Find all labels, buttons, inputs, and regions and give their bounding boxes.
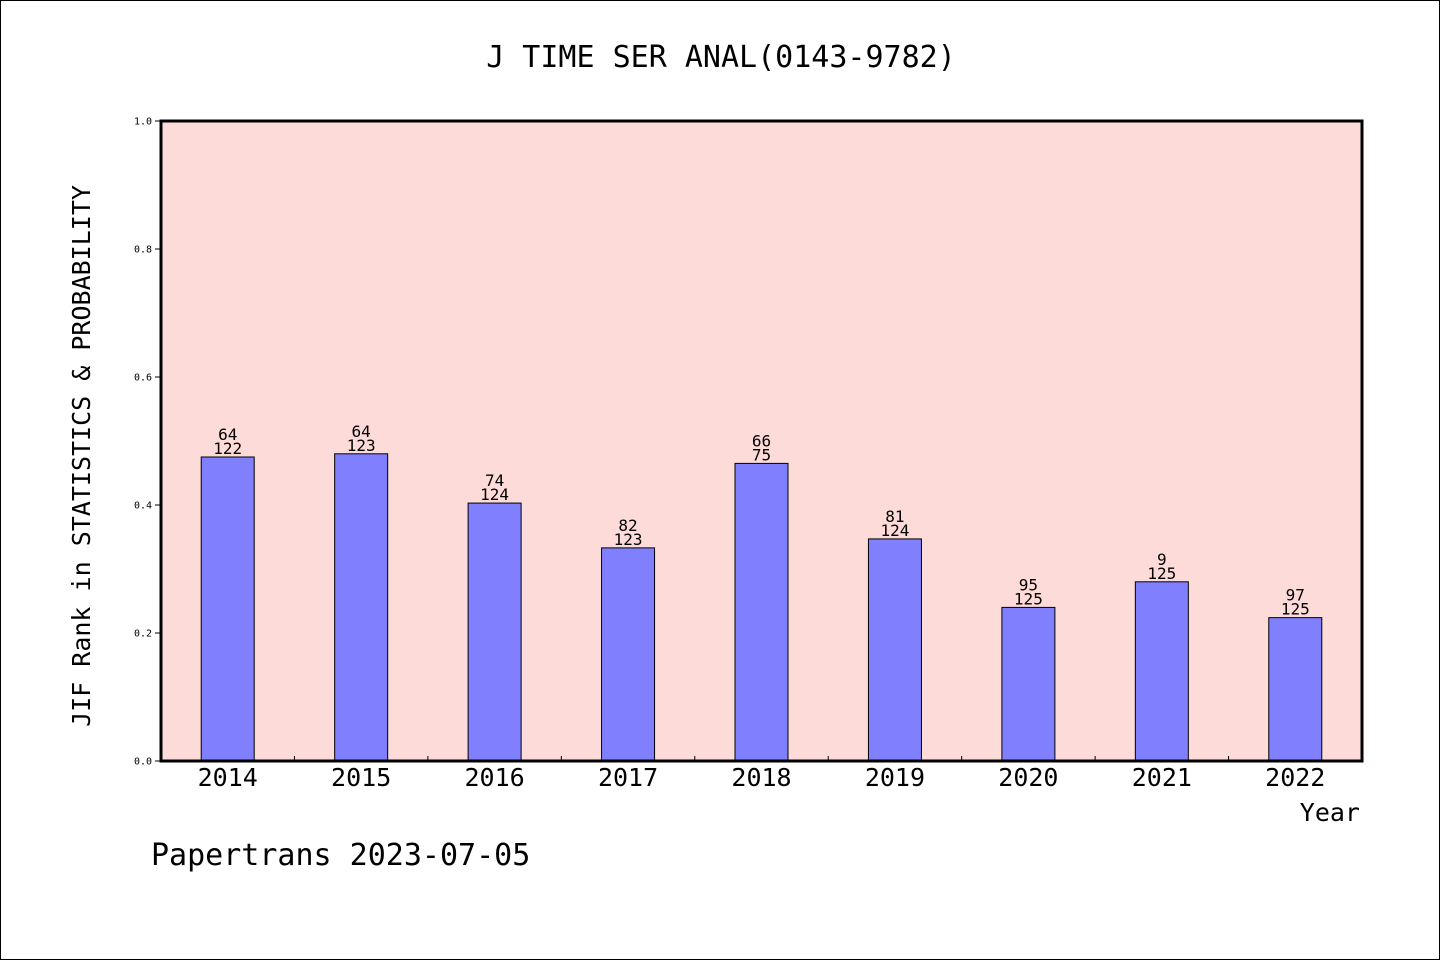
bar	[601, 547, 656, 762]
bar	[1268, 617, 1323, 762]
bar-rank-label: 97	[1286, 586, 1305, 605]
bar-rank-label: 64	[352, 422, 371, 441]
y-tick-label: 0.0	[134, 757, 152, 768]
bar-total-label: 125	[1014, 589, 1043, 608]
y-tick-label: 0.4	[134, 501, 152, 512]
bar-total-label: 124	[880, 521, 909, 540]
bar-rank-label: 95	[1019, 575, 1038, 594]
bars-group: 6412264123741248212366758112495125912597…	[200, 422, 1323, 762]
x-tick-label: 2021	[1132, 763, 1192, 792]
x-tick-label: 2017	[598, 763, 658, 792]
bar-total-label: 124	[480, 485, 509, 504]
x-tick-label: 2020	[998, 763, 1058, 792]
x-tick-label: 2016	[465, 763, 525, 792]
bar-total-label: 122	[213, 439, 242, 458]
bar-total-label: 125	[1281, 600, 1310, 619]
bar-total-label: 75	[752, 445, 771, 464]
bar-total-label: 123	[614, 530, 643, 549]
x-tick-label: 2014	[198, 763, 258, 792]
bar-total-label: 125	[1147, 564, 1176, 583]
x-axis-label: Year	[1300, 798, 1360, 827]
bar	[334, 453, 389, 762]
axes-group: 2014 2015 2016 2017 2018 2019 2020 2021 2022 0.0 0…	[134, 117, 1325, 793]
x-tick-label: 2015	[331, 763, 391, 792]
chart-title: J TIME SER ANAL(0143-9782)	[486, 40, 956, 75]
y-axis-label: JIF Rank in STATISTICS & PROBABILITY	[67, 185, 96, 727]
x-tick-label: 2018	[731, 763, 791, 792]
bar-rank-label: 66	[752, 431, 771, 450]
bar-total-label: 123	[347, 436, 376, 455]
bar-rank-label: 74	[485, 471, 504, 490]
bar-rank-label: 9	[1157, 550, 1167, 569]
bar	[467, 502, 522, 762]
footer-credit: Papertrans 2023-07-05	[151, 838, 530, 873]
bar	[200, 456, 255, 762]
y-tick-label: 0.8	[134, 245, 152, 256]
x-tick-label: 2022	[1265, 763, 1325, 792]
bar-rank-label: 82	[618, 516, 637, 535]
bar	[867, 538, 922, 762]
y-tick-label: 0.2	[134, 629, 152, 640]
bar	[1134, 581, 1189, 762]
bar-rank-label: 81	[885, 507, 904, 526]
y-tick-label: 0.6	[134, 373, 152, 384]
y-tick-label: 1.0	[134, 117, 152, 128]
bar-rank-label: 64	[218, 425, 237, 444]
x-tick-label: 2019	[865, 763, 925, 792]
bar	[734, 462, 789, 762]
bar	[1001, 606, 1056, 762]
plot-border	[159, 119, 1364, 763]
